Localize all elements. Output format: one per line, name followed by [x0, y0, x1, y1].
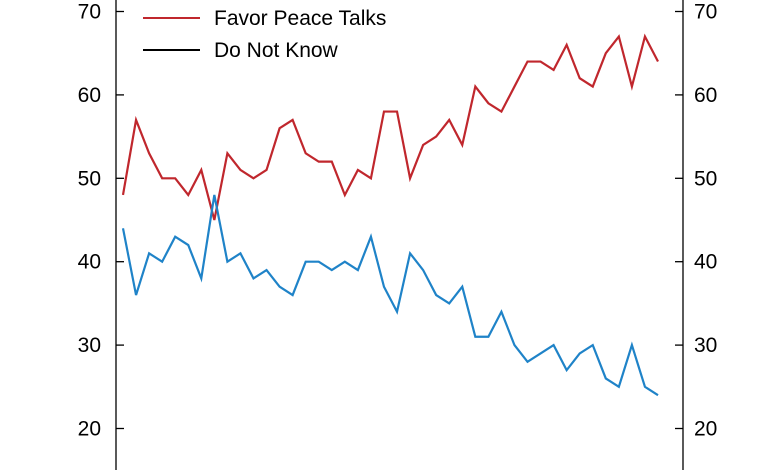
left-y-tick-label: 70	[78, 1, 101, 24]
right-y-tick-label: 60	[694, 84, 717, 107]
favor-peace-talks-line	[121, 33, 659, 221]
right-y-tick-label: 50	[694, 167, 717, 190]
right-y-tick-label: 20	[694, 418, 717, 441]
legend: Favor Peace Talks Do Not Know	[143, 7, 386, 62]
left-y-tick-label: 20	[78, 418, 101, 441]
axes-group: 20 20 30 30 40 40 50 50 60 60 70 70	[78, 0, 717, 470]
right-y-tick-label: 40	[694, 251, 717, 274]
left-y-tick-label: 50	[78, 167, 101, 190]
left-y-tick-label: 30	[78, 334, 101, 357]
left-y-tick-label: 60	[78, 84, 101, 107]
right-y-tick-label: 30	[694, 334, 717, 357]
legend-label-do-not-know: Do Not Know	[214, 39, 339, 62]
series-layer	[121, 33, 659, 397]
blue-series-line	[121, 194, 659, 397]
right-y-tick-label: 70	[694, 1, 717, 24]
left-y-tick-label: 40	[78, 251, 101, 274]
legend-label-favor-peace-talks: Favor Peace Talks	[214, 7, 386, 30]
